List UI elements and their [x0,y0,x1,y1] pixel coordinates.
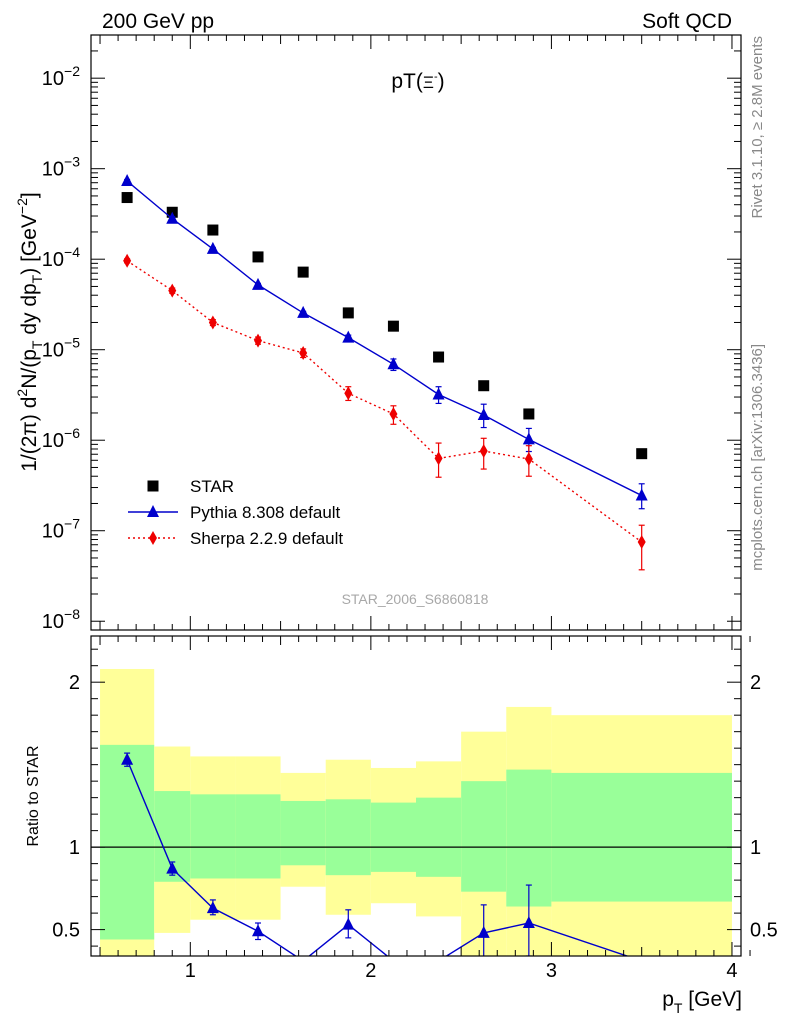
ratio-point [522,916,535,929]
plot-title: pT(Ξ-) [391,70,444,93]
data-point [297,305,310,318]
data-point [299,345,308,360]
ratio-point [342,917,355,930]
ratio-y-tick-label: 1 [69,837,80,859]
data-point [387,320,399,332]
legend-entry: STAR [147,477,234,496]
legend-label: STAR [190,477,234,496]
y-tick-label: 10−6 [42,425,80,452]
legend-marker [149,531,157,545]
y-tick-label: 10−8 [42,606,80,633]
data-point [252,251,264,263]
ratio-point [206,901,219,914]
header-right: Soft QCD [642,10,732,33]
data-point [297,266,309,278]
uncertainty-bands [100,668,732,956]
data-point [433,351,445,363]
data-point [432,387,445,400]
inner-band [416,797,462,877]
ratio-frame [90,635,742,957]
ratio-y-tick-label-right: 0.5 [750,920,778,942]
data-point [342,307,354,319]
x-axis-label: pT [GeV] [662,988,742,1016]
inner-band [461,781,507,892]
data-point [389,406,398,421]
data-point [478,380,490,392]
data-point [387,357,400,370]
data-point [523,408,535,420]
data-point [252,277,265,290]
data-point [637,535,646,550]
y-tick-label: 10−2 [42,63,80,90]
header-left: 200 GeV pp [102,10,214,33]
data-point [207,224,219,236]
spectrum-frame [90,34,742,631]
inner-band [370,802,416,872]
inner-band [325,799,371,876]
inner-band [280,800,326,866]
y-tick-label: 10−7 [42,516,80,543]
legend-marker [147,480,159,492]
x-tick-label: 4 [726,960,737,982]
ratio-point [166,861,179,874]
inner-band [190,794,236,879]
ratio-y-tick-label-right: 1 [750,837,761,859]
series-pythia-8-308-default [121,174,648,510]
x-tick-label: 2 [365,960,376,982]
x-tick-label: 3 [546,960,557,982]
data-point [123,253,132,268]
data-point [121,174,134,187]
data-point [344,386,353,401]
data-point [121,192,133,204]
data-point [206,241,219,254]
ratio-y-tick-label: 2 [69,672,80,694]
legend-entry: Pythia 8.308 default [128,503,341,522]
inner-band [551,772,732,902]
spectrum-y-axis-label: 1/(2π) d2N/(pT dy dpT) [GeV−2] [14,192,45,472]
legend-marker [147,505,159,517]
data-point [434,451,443,466]
ratio-series-pythia [121,752,630,956]
ratio-point [477,925,490,938]
rivet-version-label: Rivet 3.1.10, ≥ 2.8M events [749,36,766,219]
legend: STAR Pythia 8.308 default Sherpa 2.2.9 def… [128,477,343,548]
ratio-y-axis-label: Ratio to STAR [25,745,42,846]
analysis-watermark: STAR_2006_S6860818 [342,591,489,607]
data-point [477,407,490,420]
ratio-y-tick-label: 0.5 [52,920,80,942]
series-line [126,180,643,497]
data-point [524,452,533,467]
data-point [342,330,355,343]
data-point [636,448,648,460]
data-point [479,444,488,459]
ratio-point [252,924,265,937]
legend-entry: Sherpa 2.2.9 default [128,529,343,548]
series-line [126,260,643,543]
data-point [254,333,263,348]
series-sherpa-2-2-9-default [123,253,646,571]
y-tick-label: 10−5 [42,335,80,362]
ratio-y-tick-label-right: 2 [750,672,761,694]
x-tick-label: 1 [185,960,196,982]
legend-label: Sherpa 2.2.9 default [190,529,343,548]
data-point [522,432,535,445]
y-tick-label: 10−3 [42,154,80,181]
ratio-point [121,752,134,765]
series-star [121,192,648,460]
ratio-panel: 0.5 0.5 1 1 2 2 1 2 3 4 Ratio to STAR pT [GeV] [25,635,778,1016]
inner-band [235,794,281,879]
data-point [166,211,179,224]
mcplots-label: mcplots.cern.ch [arXiv:1306.3436] [749,344,766,571]
data-point [208,315,217,330]
spectrum-panel: 10−8 10−7 10−6 10−5 10−4 10−3 10−2 pT(Ξ-) 1/(2… [14,34,742,633]
data-point [635,488,648,501]
y-tick-label: 10−4 [42,244,80,271]
data-point [168,283,177,298]
inner-band [100,744,155,940]
inner-band [506,769,552,907]
legend-label: Pythia 8.308 default [190,503,341,522]
